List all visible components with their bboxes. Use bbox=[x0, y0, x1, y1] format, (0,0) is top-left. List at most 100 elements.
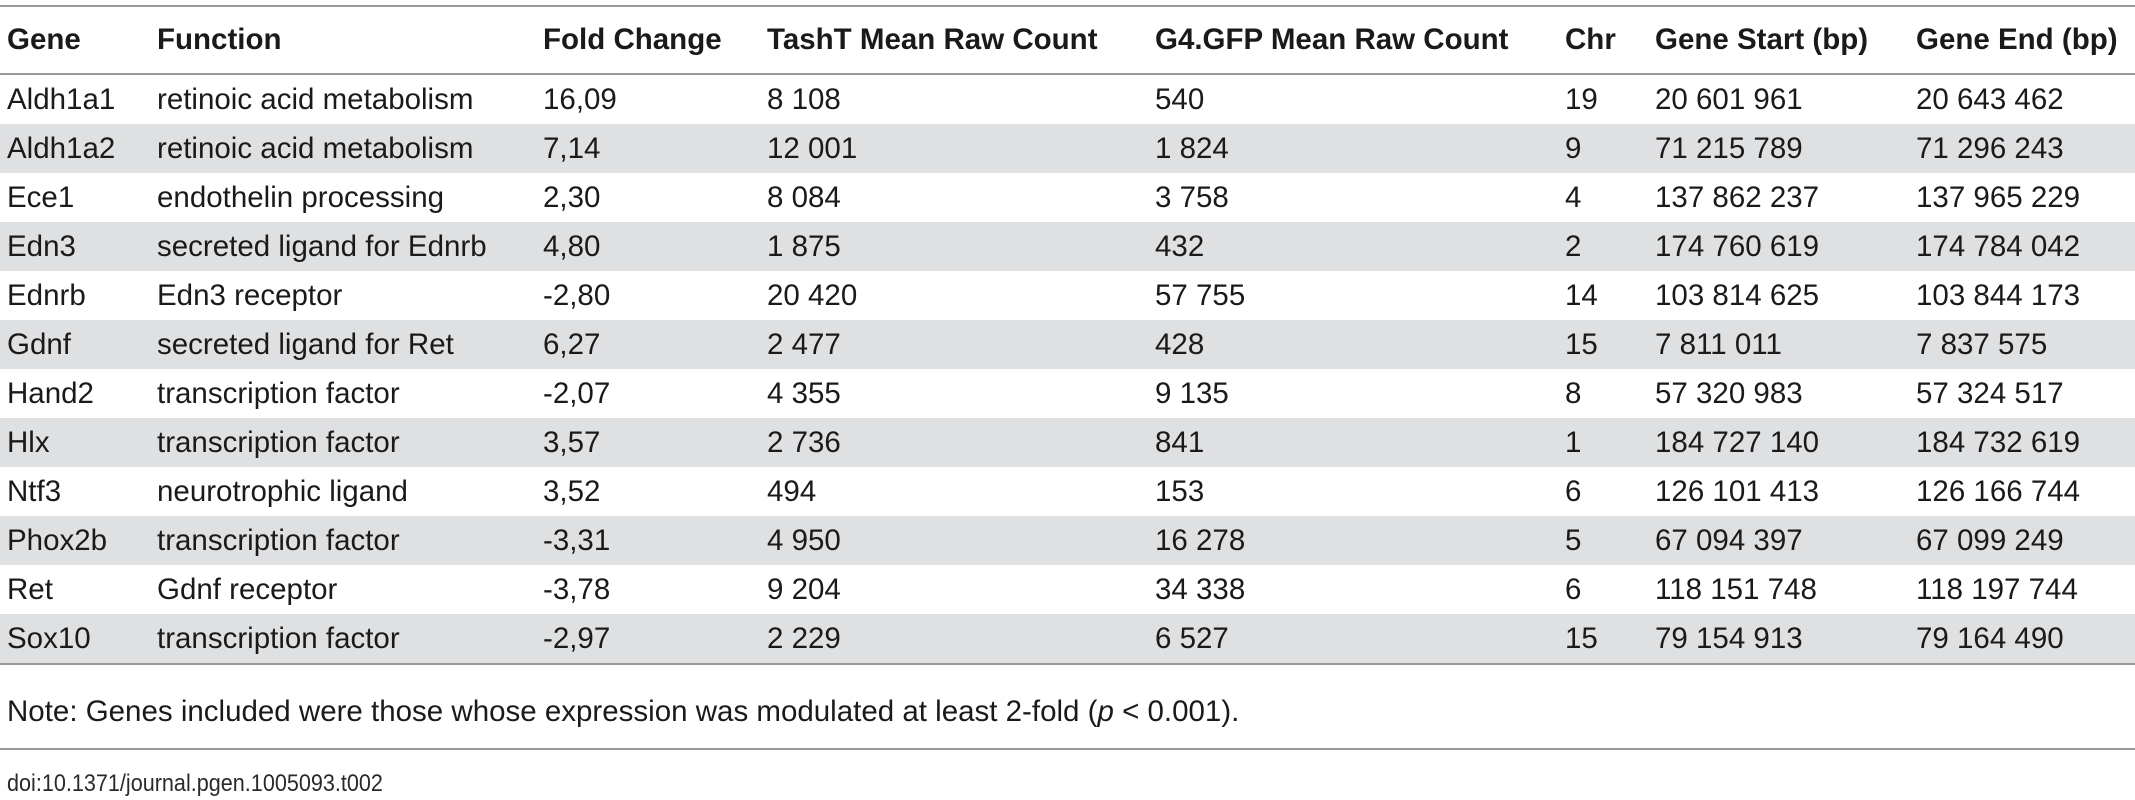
cell-tasht-count: 8 108 bbox=[767, 82, 841, 116]
cell-gene: Ret bbox=[7, 572, 53, 606]
header-gene: Gene bbox=[7, 23, 81, 56]
table-container: Gene Function Fold Change TashT Mean Raw Co… bbox=[0, 5, 2135, 665]
table-row: Hlx transcription factor 3,57 2 736 841 1 184 … bbox=[0, 418, 2135, 467]
header-gene-end: Gene End (bp) bbox=[1916, 23, 2118, 56]
cell-gene-start: 174 760 619 bbox=[1648, 222, 1909, 271]
cell-g4gfp-count: 9 135 bbox=[1155, 376, 1229, 410]
cell-gene-end: 20 643 462 bbox=[1916, 82, 2064, 116]
doi-text: doi:10.1371/journal.pgen.1005093.t002 bbox=[7, 770, 383, 797]
cell-chr: 15 bbox=[1558, 614, 1648, 664]
cell-g4gfp-count: 57 755 bbox=[1155, 278, 1246, 312]
cell-gene-end: 71 296 243 bbox=[1909, 124, 2135, 173]
table-row: Aldh1a1 retinoic acid metabolism 16,09 8 10… bbox=[0, 74, 2135, 124]
note-suffix: < 0.001). bbox=[1113, 695, 1240, 728]
cell-gene: Ednrb bbox=[7, 278, 86, 312]
table-row: Hand2 transcription factor -2,07 4 355 9 135… bbox=[0, 369, 2135, 418]
cell-gene-end: 7 837 575 bbox=[1909, 320, 2135, 369]
cell-chr: 6 bbox=[1565, 474, 1582, 508]
cell-gene-start: 137 862 237 bbox=[1655, 180, 1820, 214]
header-tasht-count: TashT Mean Raw Count bbox=[767, 23, 1098, 56]
cell-g4gfp-count: 841 bbox=[1148, 418, 1558, 467]
cell-function: Gdnf receptor bbox=[157, 572, 338, 606]
cell-chr: 9 bbox=[1558, 124, 1648, 173]
cell-gene-start: 20 601 961 bbox=[1655, 82, 1803, 116]
table-row: Aldh1a2 retinoic acid metabolism 7,14 12 00… bbox=[0, 124, 2135, 173]
cell-gene: Aldh1a1 bbox=[7, 82, 116, 116]
cell-tasht-count: 8 084 bbox=[767, 180, 841, 214]
cell-fold-change: -2,80 bbox=[543, 278, 611, 312]
table-row: Ednrb Edn3 receptor -2,80 20 420 57 755 14 103… bbox=[0, 271, 2135, 320]
cell-function: secreted ligand for Ednrb bbox=[150, 222, 536, 271]
cell-g4gfp-count: 1 824 bbox=[1148, 124, 1558, 173]
cell-chr: 14 bbox=[1565, 278, 1598, 312]
cell-g4gfp-count: 153 bbox=[1155, 474, 1205, 508]
cell-function: transcription factor bbox=[157, 376, 400, 410]
table-body: Aldh1a1 retinoic acid metabolism 16,09 8 10… bbox=[0, 74, 2135, 664]
cell-tasht-count: 2 736 bbox=[760, 418, 1148, 467]
cell-gene-start: 184 727 140 bbox=[1648, 418, 1909, 467]
cell-tasht-count: 4 355 bbox=[767, 376, 841, 410]
table-row: Sox10 transcription factor -2,97 2 229 6 527… bbox=[0, 614, 2135, 664]
header-g4gfp-count: G4.GFP Mean Raw Count bbox=[1155, 23, 1509, 56]
cell-tasht-count: 4 950 bbox=[760, 516, 1148, 565]
cell-gene: Sox10 bbox=[0, 614, 150, 664]
cell-gene: Hlx bbox=[0, 418, 150, 467]
cell-gene: Ece1 bbox=[7, 180, 75, 214]
cell-gene-start: 71 215 789 bbox=[1648, 124, 1909, 173]
cell-tasht-count: 9 204 bbox=[767, 572, 841, 606]
cell-g4gfp-count: 428 bbox=[1148, 320, 1558, 369]
cell-chr: 19 bbox=[1565, 82, 1598, 116]
table-row: Gdnf secreted ligand for Ret 6,27 2 477 428 1… bbox=[0, 320, 2135, 369]
cell-tasht-count: 494 bbox=[767, 474, 817, 508]
cell-gene-start: 103 814 625 bbox=[1655, 278, 1820, 312]
table-note: Note: Genes included were those whose ex… bbox=[7, 695, 1239, 729]
cell-function: secreted ligand for Ret bbox=[150, 320, 536, 369]
cell-fold-change: 3,57 bbox=[536, 418, 760, 467]
cell-chr: 1 bbox=[1558, 418, 1648, 467]
note-p-symbol: p bbox=[1097, 695, 1114, 728]
cell-function: neurotrophic ligand bbox=[157, 474, 408, 508]
gene-expression-table: Gene Function Fold Change TashT Mean Raw Co… bbox=[0, 5, 2135, 665]
table-row: Phox2b transcription factor -3,31 4 950 16 2… bbox=[0, 516, 2135, 565]
cell-gene: Phox2b bbox=[0, 516, 150, 565]
cell-fold-change: 2,30 bbox=[543, 180, 601, 214]
cell-g4gfp-count: 3 758 bbox=[1155, 180, 1229, 214]
cell-gene-start: 79 154 913 bbox=[1648, 614, 1909, 664]
cell-chr: 5 bbox=[1558, 516, 1648, 565]
cell-gene-end: 184 732 619 bbox=[1909, 418, 2135, 467]
cell-function: endothelin processing bbox=[157, 180, 445, 214]
cell-chr: 2 bbox=[1558, 222, 1648, 271]
header-chr: Chr bbox=[1565, 23, 1616, 56]
cell-function: retinoic acid metabolism bbox=[150, 124, 536, 173]
cell-gene-start: 118 151 748 bbox=[1655, 572, 1817, 606]
cell-gene: Ntf3 bbox=[7, 474, 62, 508]
cell-fold-change: -3,31 bbox=[536, 516, 760, 565]
header-function: Function bbox=[157, 23, 282, 56]
cell-fold-change: -2,07 bbox=[543, 376, 611, 410]
cell-g4gfp-count: 540 bbox=[1155, 82, 1205, 116]
note-prefix: Note: Genes included were those whose ex… bbox=[7, 695, 1098, 728]
cell-tasht-count: 12 001 bbox=[760, 124, 1148, 173]
cell-fold-change: 6,27 bbox=[536, 320, 760, 369]
cell-function: transcription factor bbox=[150, 614, 536, 664]
cell-tasht-count: 1 875 bbox=[760, 222, 1148, 271]
cell-chr: 4 bbox=[1565, 180, 1582, 214]
cell-gene-end: 79 164 490 bbox=[1909, 614, 2135, 664]
header-gene-start: Gene Start (bp) bbox=[1655, 23, 1869, 56]
header-row: Gene Function Fold Change TashT Mean Raw Co… bbox=[0, 6, 2135, 74]
cell-gene-start: 126 101 413 bbox=[1655, 474, 1820, 508]
cell-function: transcription factor bbox=[150, 516, 536, 565]
cell-gene: Gdnf bbox=[0, 320, 150, 369]
table-row: Ece1 endothelin processing 2,30 8 084 3 758 4… bbox=[0, 173, 2135, 222]
cell-function: transcription factor bbox=[150, 418, 536, 467]
cell-gene-start: 57 320 983 bbox=[1655, 376, 1803, 410]
cell-g4gfp-count: 34 338 bbox=[1155, 572, 1246, 606]
cell-tasht-count: 2 477 bbox=[760, 320, 1148, 369]
cell-chr: 6 bbox=[1565, 572, 1582, 606]
cell-g4gfp-count: 432 bbox=[1148, 222, 1558, 271]
cell-g4gfp-count: 6 527 bbox=[1148, 614, 1558, 664]
cell-fold-change: 4,80 bbox=[536, 222, 760, 271]
table-row: Ntf3 neurotrophic ligand 3,52 494 153 6 126 10… bbox=[0, 467, 2135, 516]
cell-g4gfp-count: 16 278 bbox=[1148, 516, 1558, 565]
